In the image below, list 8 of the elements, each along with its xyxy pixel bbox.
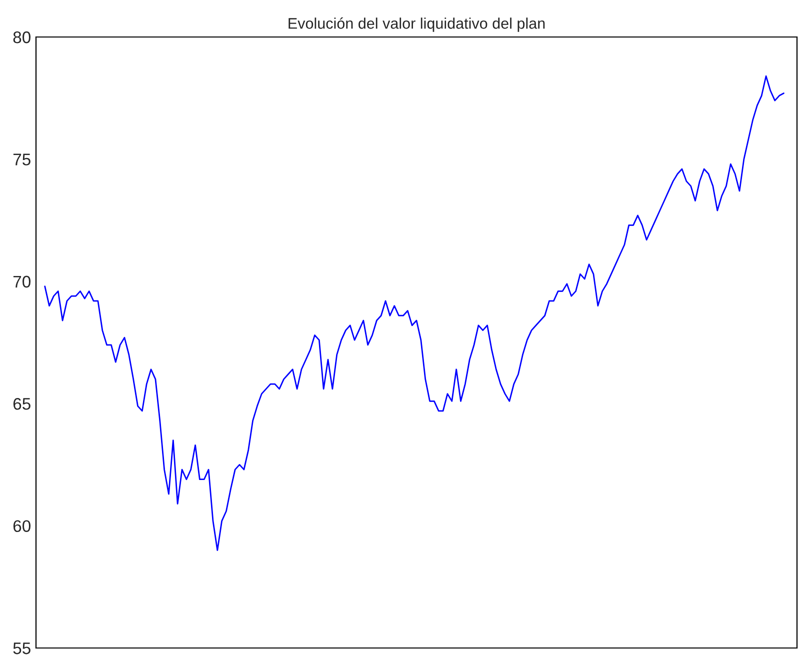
chart-title: Evolución del valor liquidativo del plan xyxy=(288,17,545,32)
y-tick-label: 70 xyxy=(13,276,30,288)
y-tick-label: 75 xyxy=(13,154,30,166)
y-tick-label: 65 xyxy=(13,398,30,410)
y-tick-label: 80 xyxy=(13,31,30,44)
line-series xyxy=(44,75,784,551)
y-tick-label: 60 xyxy=(13,520,30,532)
y-tick-label: 55 xyxy=(13,642,30,654)
